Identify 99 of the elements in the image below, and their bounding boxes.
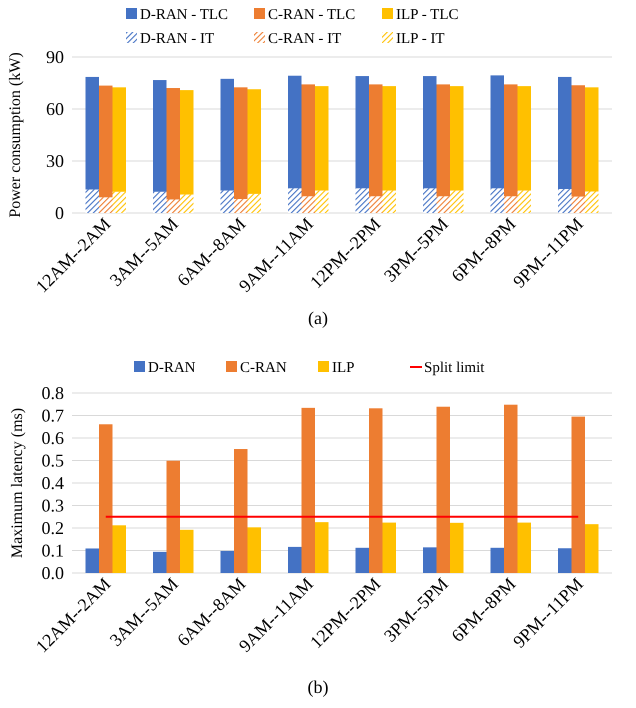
bar bbox=[423, 547, 436, 573]
bar bbox=[86, 76, 99, 190]
bar bbox=[112, 87, 126, 192]
bar bbox=[450, 522, 464, 573]
bar bbox=[153, 552, 166, 573]
y-tick-label: 30 bbox=[46, 151, 64, 171]
bar bbox=[288, 546, 302, 573]
bar bbox=[112, 192, 126, 213]
bar bbox=[288, 76, 302, 188]
bar bbox=[315, 522, 328, 573]
bar bbox=[518, 86, 531, 191]
y-tick-label: 0.0 bbox=[42, 563, 64, 583]
bar bbox=[490, 75, 504, 188]
y-axis-title: Maximum latency (ms) bbox=[9, 408, 26, 558]
bar bbox=[288, 188, 302, 213]
bar bbox=[86, 548, 99, 573]
bar bbox=[369, 84, 382, 196]
bar bbox=[180, 90, 194, 195]
legend-label: ILP - TLC bbox=[396, 7, 458, 23]
bar bbox=[248, 527, 261, 573]
legend-label: C-RAN bbox=[240, 360, 287, 376]
bar bbox=[450, 86, 464, 191]
bar bbox=[490, 548, 504, 573]
bar bbox=[302, 84, 315, 196]
bar bbox=[86, 190, 99, 213]
bar bbox=[153, 192, 166, 213]
bar bbox=[572, 416, 585, 573]
bar bbox=[302, 408, 315, 573]
bar bbox=[356, 188, 369, 213]
bar bbox=[166, 88, 180, 200]
bar bbox=[585, 87, 598, 192]
bar bbox=[518, 522, 531, 573]
bar bbox=[356, 76, 369, 188]
y-tick-label: 0.7 bbox=[42, 406, 64, 426]
bar bbox=[315, 86, 328, 191]
bar bbox=[248, 194, 261, 213]
y-tick-label: 0 bbox=[55, 203, 64, 223]
y-tick-label: 0.5 bbox=[42, 450, 64, 470]
bar bbox=[112, 525, 126, 573]
bar bbox=[99, 86, 112, 198]
legend-label: C-RAN - IT bbox=[268, 31, 342, 47]
y-tick-label: 0.1 bbox=[42, 540, 64, 560]
y-axis-title: Power consumption (kW) bbox=[7, 52, 24, 218]
y-tick-label: 60 bbox=[46, 99, 64, 119]
bar bbox=[382, 190, 396, 213]
legend-label: C-RAN - TLC bbox=[268, 7, 356, 23]
bar bbox=[558, 548, 572, 573]
bar bbox=[423, 188, 436, 213]
y-tick-label: 0.2 bbox=[42, 518, 64, 538]
bar bbox=[572, 85, 585, 197]
bar bbox=[382, 86, 396, 191]
bar bbox=[504, 84, 518, 196]
text: (a) bbox=[308, 308, 328, 328]
bar bbox=[356, 548, 369, 573]
bar bbox=[436, 84, 450, 196]
bar bbox=[436, 196, 450, 213]
bar bbox=[558, 76, 572, 190]
legend-label: D-RAN - TLC bbox=[140, 7, 228, 23]
legend-label: ILP - IT bbox=[396, 31, 445, 47]
bar bbox=[558, 189, 572, 213]
legend-label: ILP bbox=[332, 360, 354, 376]
bar bbox=[180, 194, 194, 213]
legend-label: Split limit bbox=[424, 360, 486, 376]
bar bbox=[585, 524, 598, 573]
bar bbox=[220, 190, 234, 213]
y-tick-label: 0.6 bbox=[42, 428, 64, 448]
bar bbox=[248, 89, 261, 194]
bar bbox=[220, 550, 234, 573]
y-tick-label: 90 bbox=[46, 47, 64, 67]
bar bbox=[99, 424, 112, 573]
bar bbox=[369, 408, 382, 573]
y-tick-label: 0.4 bbox=[42, 473, 64, 493]
y-tick-label: 0.8 bbox=[42, 383, 64, 403]
bar bbox=[234, 87, 248, 200]
bar bbox=[153, 80, 166, 192]
bar bbox=[585, 192, 598, 213]
bar bbox=[302, 196, 315, 213]
bar bbox=[450, 190, 464, 213]
bar bbox=[315, 190, 328, 213]
bar bbox=[436, 406, 450, 573]
text: (b) bbox=[308, 677, 328, 697]
y-tick-label: 0.3 bbox=[42, 496, 64, 516]
bar bbox=[518, 190, 531, 213]
bar bbox=[423, 76, 436, 188]
bar bbox=[99, 197, 112, 213]
legend-label: D-RAN - IT bbox=[140, 31, 214, 47]
bar bbox=[234, 449, 248, 573]
bar bbox=[572, 196, 585, 213]
bar bbox=[234, 199, 248, 213]
bar bbox=[490, 188, 504, 213]
bar bbox=[369, 196, 382, 213]
bar bbox=[220, 78, 234, 191]
bar bbox=[504, 404, 518, 573]
bar bbox=[504, 196, 518, 213]
bar bbox=[166, 460, 180, 573]
bar bbox=[180, 530, 194, 573]
bar bbox=[166, 199, 180, 213]
legend-label: D-RAN bbox=[148, 360, 196, 376]
bar bbox=[382, 522, 396, 573]
